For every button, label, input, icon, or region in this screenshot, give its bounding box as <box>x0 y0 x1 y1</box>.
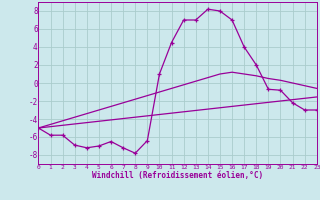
X-axis label: Windchill (Refroidissement éolien,°C): Windchill (Refroidissement éolien,°C) <box>92 171 263 180</box>
